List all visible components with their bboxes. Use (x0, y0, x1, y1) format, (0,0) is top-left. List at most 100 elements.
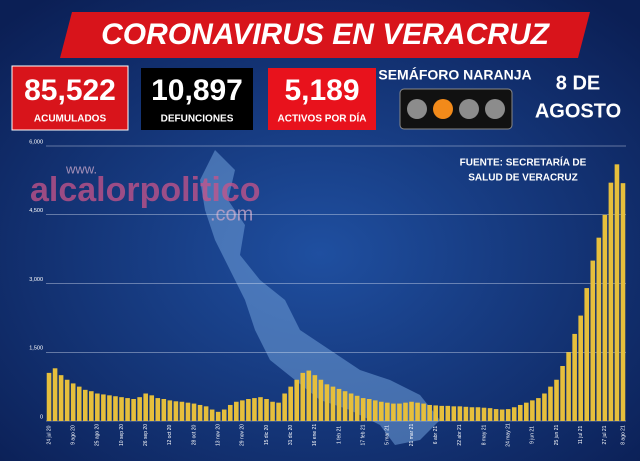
bar (203, 406, 209, 421)
bar (481, 407, 487, 421)
bar (221, 409, 227, 421)
bar (596, 237, 602, 421)
bar (572, 333, 577, 421)
bar (578, 315, 583, 421)
y-tick-label: 6,000 (29, 139, 43, 145)
bar (499, 409, 505, 421)
bar (113, 396, 118, 421)
x-tick-label: 5 mar 21 (385, 425, 391, 445)
bar (215, 411, 221, 421)
bar (46, 372, 52, 421)
stat-box (11, 65, 129, 131)
bar (282, 393, 287, 421)
bar (276, 402, 281, 421)
bar (161, 399, 167, 421)
bar (318, 379, 324, 421)
semaforo-label: SEMÁFORO NARANJA (378, 67, 531, 83)
bar (385, 402, 390, 421)
bar (348, 393, 354, 421)
bar (536, 398, 541, 421)
bar (403, 402, 408, 421)
bar (379, 401, 384, 421)
y-tick-label: 1,500 (29, 346, 43, 352)
bar (415, 402, 420, 421)
bar (149, 395, 155, 421)
bar (354, 395, 360, 421)
bar (258, 397, 263, 421)
x-tick-label: 8 ago 21 (620, 425, 626, 445)
bar (191, 403, 197, 421)
x-tick-label: 24 may 21 (506, 423, 512, 447)
x-tick-label: 12 oct 20 (167, 424, 173, 445)
x-tick-label: 22 abr 21 (457, 424, 463, 445)
bar (173, 401, 179, 421)
x-tick-label: 9 ago 20 (71, 425, 77, 445)
bar (143, 393, 148, 421)
light (485, 99, 505, 119)
y-tick-label: 3,000 (29, 277, 43, 283)
x-tick-label: 15 dic 20 (264, 425, 270, 446)
watermark: www. (65, 161, 97, 176)
bar (312, 375, 318, 421)
bar (487, 408, 493, 421)
stat-value: 10,897 (151, 74, 243, 107)
light (407, 99, 427, 119)
bar (288, 386, 293, 421)
x-tick-label: 9 jun 21 (530, 426, 536, 444)
bar (306, 370, 312, 421)
bar (240, 400, 245, 421)
bar (457, 406, 463, 421)
x-tick-label: 8 may 21 (481, 425, 487, 446)
x-tick-label: 1 feb 21 (336, 426, 342, 444)
x-tick-label: 26 sep 20 (143, 424, 149, 446)
bar (119, 397, 124, 421)
x-tick-label: 24 jul 20 (46, 425, 52, 444)
bar (131, 399, 136, 421)
bar (270, 401, 275, 421)
x-tick-label: 25 ago 20 (95, 424, 101, 446)
x-tick-label: 21 mar 21 (409, 424, 415, 447)
bar (451, 406, 457, 421)
x-tick-label: 25 jun 21 (554, 424, 560, 445)
bar (391, 403, 396, 421)
watermark: alcalorpolitico (30, 171, 261, 209)
watermark: .com (210, 203, 253, 225)
bar (52, 368, 58, 421)
bar (107, 395, 112, 421)
bar (560, 366, 565, 421)
x-tick-label: 16 ene 21 (312, 424, 318, 446)
bar (101, 394, 106, 421)
bar (185, 402, 191, 421)
bar (372, 400, 378, 421)
bar (64, 379, 70, 421)
bar (155, 398, 161, 421)
light-active (433, 99, 453, 119)
bar (517, 404, 523, 421)
bar (584, 288, 590, 421)
bar (95, 393, 100, 421)
bar (397, 403, 402, 421)
bar (505, 409, 511, 421)
bar (137, 397, 142, 421)
bar (234, 401, 239, 421)
title-banner (60, 12, 590, 58)
bar (608, 182, 614, 421)
stat-label: ACTIVOS POR DÍA (278, 112, 367, 125)
bar (360, 398, 366, 421)
bar (82, 389, 88, 421)
bar (58, 375, 64, 421)
bar (566, 352, 571, 421)
stat-box (141, 68, 253, 130)
plot: 0 1,500 3,000 4,500 6,000 24 jul 20 9 ago 20 25… (29, 139, 626, 446)
bar (590, 260, 596, 421)
bar (439, 405, 445, 421)
x-tick-label: 11 jul 21 (578, 426, 584, 445)
x-tick-label: 31 dic 20 (288, 425, 294, 446)
bar (463, 406, 469, 421)
x-tick-label: 29 nov 20 (240, 424, 246, 446)
bar (209, 409, 215, 421)
bar (614, 164, 620, 422)
bar (252, 398, 257, 421)
bar (324, 384, 330, 421)
bar (197, 404, 203, 421)
